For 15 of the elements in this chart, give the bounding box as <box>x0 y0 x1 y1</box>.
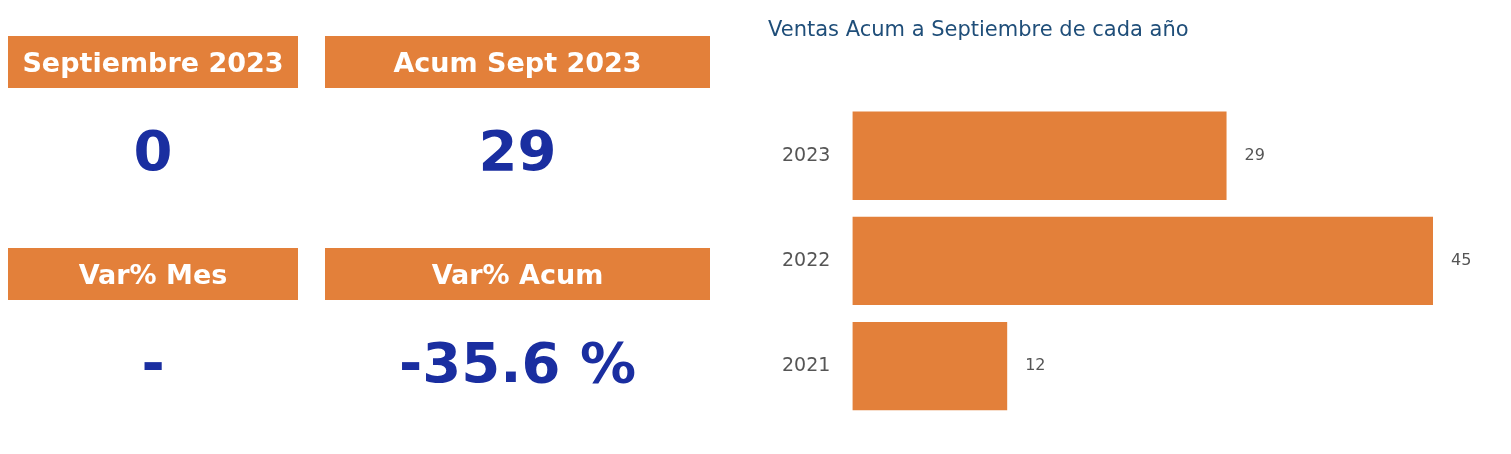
y-tick-label: 2022 <box>781 247 831 270</box>
y-tick-label: 2021 <box>781 352 831 375</box>
y-tick-label: 2023 <box>781 142 831 165</box>
category-label: Var% Acum <box>325 248 710 300</box>
category-label: Acum Sept 2023 <box>325 36 710 88</box>
data-label: 29 <box>1244 144 1265 164</box>
text: 0 <box>133 118 173 183</box>
data-label: 45 <box>1451 250 1472 270</box>
data-label: 12 <box>1025 355 1046 375</box>
text: - <box>141 330 165 395</box>
text: -35.6 % <box>398 330 636 395</box>
category-label: Septiembre 2023 <box>8 36 298 88</box>
chart-title: Ventas Acum a Septiembre de cada año <box>768 17 1189 42</box>
category-label: Var% Mes <box>8 248 298 300</box>
text: 29 <box>478 118 557 183</box>
